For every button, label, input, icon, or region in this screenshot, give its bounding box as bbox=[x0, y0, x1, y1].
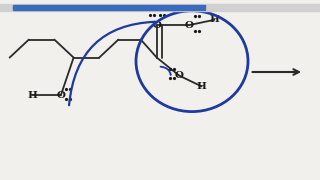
Text: O: O bbox=[152, 21, 161, 30]
Text: H: H bbox=[210, 15, 219, 24]
Text: O: O bbox=[56, 91, 65, 100]
FancyArrowPatch shape bbox=[69, 22, 155, 105]
Bar bbox=[0, 4, 320, 11]
Text: O: O bbox=[184, 21, 193, 30]
Text: H: H bbox=[27, 91, 37, 100]
Bar bbox=[13, 5, 205, 10]
Text: O: O bbox=[175, 71, 184, 80]
FancyArrowPatch shape bbox=[161, 67, 171, 75]
Text: H: H bbox=[197, 82, 206, 91]
